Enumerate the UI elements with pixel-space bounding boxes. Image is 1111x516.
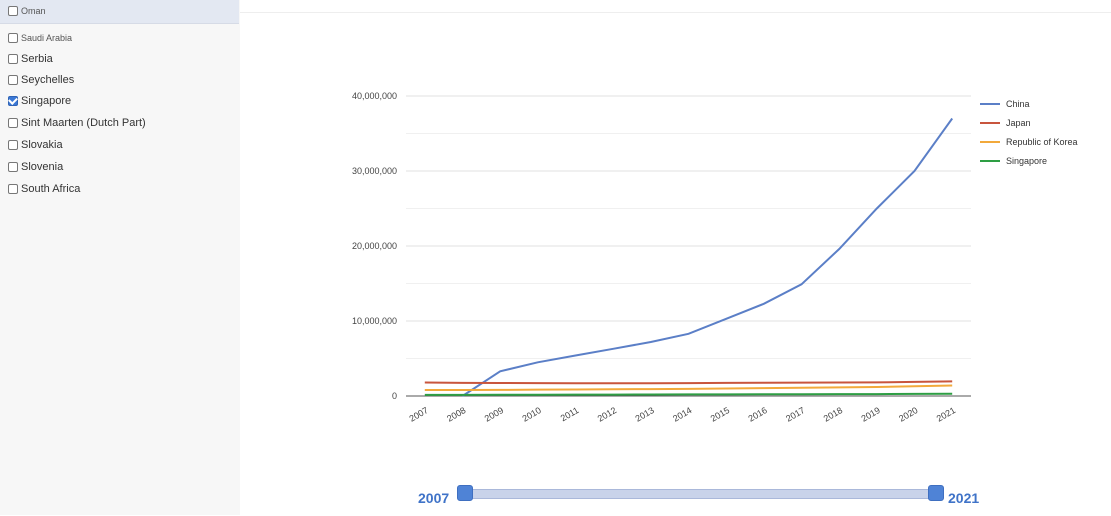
- legend-label: China: [1006, 98, 1030, 109]
- x-tick-label: 2009: [483, 405, 505, 424]
- checkbox-seychelles[interactable]: [8, 75, 18, 85]
- x-tick-label: 2011: [559, 405, 581, 423]
- legend-swatch: [980, 159, 1000, 162]
- x-tick-label: 2020: [897, 405, 919, 424]
- checkbox-slovakia[interactable]: [8, 140, 18, 150]
- sidebar-item-singapore[interactable]: Singapore: [8, 91, 71, 111]
- x-tick-label: 2012: [596, 405, 618, 424]
- range-end-label: 2021: [948, 490, 980, 506]
- x-tick-label: 2018: [822, 405, 844, 424]
- range-end-handle[interactable]: [928, 485, 944, 501]
- y-tick-label: 40,000,000: [352, 91, 397, 101]
- x-tick-label: 2017: [784, 405, 806, 424]
- x-tick-label: 2008: [445, 405, 467, 424]
- checkbox-slovenia[interactable]: [8, 162, 18, 172]
- x-tick-label: 2019: [859, 405, 881, 424]
- year-range-slider-track[interactable]: [462, 489, 936, 499]
- y-tick-label: 10,000,000: [352, 316, 397, 326]
- range-start-handle[interactable]: [457, 485, 473, 501]
- chart-container: [240, 12, 1111, 516]
- sidebar-item-label: Seychelles: [21, 74, 75, 86]
- x-tick-label: 2010: [520, 405, 542, 424]
- legend-item-china[interactable]: China: [980, 94, 1078, 113]
- country-list: Oman Saudi Arabia Serbia Seychelles Sing…: [0, 0, 240, 515]
- sidebar-item-label: Serbia: [21, 53, 53, 65]
- series-line-singapore: [424, 392, 953, 396]
- x-tick-label: 2013: [633, 405, 655, 424]
- chart-legend: China Japan Republic of Korea Singapore: [980, 94, 1078, 170]
- checkbox-singapore[interactable]: [8, 96, 18, 106]
- y-tick-label: 30,000,000: [352, 166, 397, 176]
- checkbox-serbia[interactable]: [8, 54, 18, 64]
- sidebar-item-label: South Africa: [21, 183, 81, 195]
- series-line-japan: [424, 380, 953, 385]
- sidebar-item-south-africa[interactable]: South Africa: [8, 179, 80, 199]
- series-line-republic-of-korea: [424, 384, 953, 391]
- sidebar-item-sint-maarten[interactable]: Sint Maarten (Dutch Part): [8, 113, 146, 133]
- sidebar-item-label: Slovenia: [21, 161, 64, 173]
- x-tick-label: 2016: [746, 405, 768, 424]
- legend-item-japan[interactable]: Japan: [980, 113, 1078, 132]
- sidebar-item-label: Saudi Arabia: [21, 33, 73, 43]
- legend-swatch: [980, 121, 1000, 124]
- legend-swatch: [980, 102, 1000, 105]
- y-tick-label: 20,000,000: [352, 241, 397, 251]
- sidebar-item-seychelles[interactable]: Seychelles: [8, 70, 74, 90]
- sidebar-item-label: Sint Maarten (Dutch Part): [21, 117, 146, 129]
- legend-label: Japan: [1006, 117, 1031, 128]
- x-tick-label: 2007: [407, 405, 429, 424]
- sidebar-item-label: Slovakia: [21, 139, 63, 151]
- sidebar-item-label: Singapore: [21, 95, 72, 107]
- checkbox-sint-maarten[interactable]: [8, 118, 18, 128]
- checkbox-south-africa[interactable]: [8, 184, 18, 194]
- sidebar-item-serbia[interactable]: Serbia: [8, 49, 53, 69]
- y-tick-label: 0: [392, 391, 397, 401]
- sidebar-item-slovakia[interactable]: Slovakia: [8, 135, 63, 155]
- x-tick-label: 2015: [709, 405, 731, 424]
- checkbox-saudi-arabia[interactable]: [8, 33, 18, 43]
- legend-item-singapore[interactable]: Singapore: [980, 151, 1078, 170]
- range-start-label: 2007: [418, 490, 450, 506]
- sidebar-item-label: Oman: [21, 6, 46, 16]
- series-line-china: [461, 117, 954, 397]
- x-tick-label: 2021: [935, 405, 957, 424]
- legend-label: Republic of Korea: [1006, 136, 1078, 147]
- sidebar-item-oman[interactable]: Oman: [0, 0, 239, 24]
- legend-label: Singapore: [1006, 155, 1048, 166]
- x-tick-label: 2014: [671, 405, 693, 424]
- sidebar-item-slovenia[interactable]: Slovenia: [8, 157, 63, 177]
- sidebar-item-saudi-arabia[interactable]: Saudi Arabia: [8, 28, 72, 48]
- checkbox-oman[interactable]: [8, 6, 18, 16]
- legend-swatch: [980, 140, 1000, 143]
- legend-item-korea[interactable]: Republic of Korea: [980, 132, 1078, 151]
